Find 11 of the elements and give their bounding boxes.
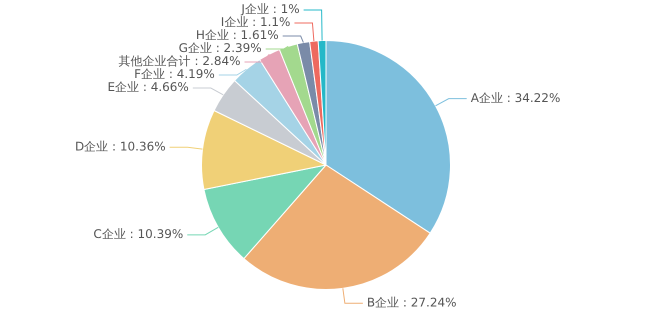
slice-label: C企业 : 10.39% [93, 226, 184, 241]
slice-label: J企业 : 1% [240, 2, 300, 16]
slice-label: E企业 : 4.66% [107, 80, 189, 94]
slice-label: 其他企业合计 : 2.84% [118, 54, 241, 68]
slice-label: H企业 : 1.61% [196, 28, 279, 42]
slice-label: D企业 : 10.36% [74, 139, 166, 154]
slice-label: B企业 : 27.24% [366, 295, 457, 310]
slice-label: I企业 : 1.1% [220, 15, 290, 30]
slice-label: G企业 : 2.39% [178, 41, 262, 56]
slice-label: F企业 : 4.19% [134, 67, 215, 82]
slice-label: A企业 : 34.22% [470, 90, 560, 105]
